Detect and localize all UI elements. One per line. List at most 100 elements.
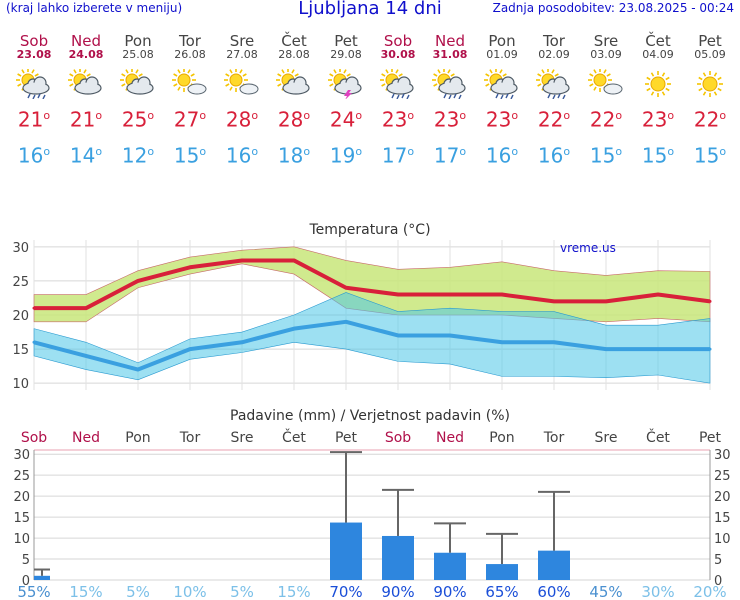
data-point (604, 299, 608, 303)
y-tick-label-right: 10 (714, 532, 731, 547)
max-temperature: 27o (173, 107, 207, 132)
data-point (136, 279, 140, 283)
min-temperature: 15o (693, 143, 727, 168)
tmin-line (33, 319, 710, 372)
day-name: Pon (124, 32, 152, 50)
max-temperature: 23o (485, 107, 519, 132)
min-temperature: 17o (433, 143, 467, 168)
data-point (500, 293, 504, 297)
sun-small-cloud-icon (588, 69, 623, 95)
max-temperature: 22o (537, 107, 571, 132)
precipitation-probability: 30% (641, 583, 674, 600)
tmax-line (34, 258, 711, 311)
day-date: 26.08 (174, 48, 206, 61)
day-name: Čet (645, 32, 671, 50)
day-label: Sre (231, 430, 254, 446)
day-name: Pon (488, 32, 516, 50)
sun-cloud-rain-icon (432, 69, 466, 99)
precipitation-probability: 45% (589, 583, 622, 600)
day-label: Tor (179, 430, 201, 446)
day-name: Tor (179, 32, 201, 50)
y-tick-label: 15 (13, 511, 30, 526)
day-name: Pet (698, 32, 722, 50)
data-point (656, 347, 660, 351)
data-point (292, 327, 296, 331)
data-point (448, 293, 452, 297)
forecast-day: Sob 30.08 23o 17o (372, 33, 424, 166)
forecast-day: Tor 02.09 22o 16o (528, 33, 580, 166)
day-label: Ned (72, 430, 100, 446)
data-point (708, 299, 712, 303)
precipitation-bar (434, 552, 466, 580)
data-point (136, 368, 140, 372)
data-point (604, 347, 608, 351)
max-temperature: 28o (277, 107, 311, 132)
min-temperature: 12o (121, 143, 155, 168)
forecast-day: Tor 26.08 27o 15o (164, 33, 216, 166)
y-tick-label-right: 0 (714, 574, 722, 589)
day-date: 05.09 (694, 48, 726, 61)
min-temperature: 15o (173, 143, 207, 168)
day-date: 03.09 (590, 48, 622, 61)
y-tick-label-right: 25 (714, 469, 731, 484)
data-point (552, 299, 556, 303)
max-temperature: 22o (589, 107, 623, 132)
y-tick-label: 15 (12, 343, 29, 358)
sun-cloud-thunder-icon (328, 69, 362, 99)
data-point (292, 258, 296, 262)
precipitation-probability: 5% (126, 583, 150, 600)
y-tick-label: 10 (12, 377, 29, 392)
data-point (396, 333, 400, 337)
sun-cloud-icon (68, 69, 102, 95)
sun-cloud-rain-icon (16, 69, 50, 99)
day-label: Sre (595, 430, 618, 446)
precipitation-probability: 65% (485, 583, 518, 600)
data-point (708, 347, 712, 351)
precipitation-probability: 20% (693, 583, 726, 600)
data-point (344, 320, 348, 324)
page-title: Ljubljana 14 dni (298, 0, 442, 19)
sun-cloud-rain-icon (380, 69, 414, 99)
day-name: Sre (593, 32, 619, 50)
day-date: 24.08 (68, 48, 104, 61)
day-date: 28.08 (278, 48, 310, 61)
day-name: Sre (229, 32, 255, 50)
sun-icon (645, 71, 671, 97)
data-point (448, 333, 452, 337)
y-tick-label-right: 5 (714, 553, 722, 568)
min-temperature: 16o (17, 143, 51, 168)
precipitation-probability: 70% (329, 583, 362, 600)
day-date: 01.09 (486, 48, 518, 61)
precipitation-bar (34, 575, 50, 580)
data-point (396, 293, 400, 297)
day-label: Sob (385, 430, 411, 446)
day-label: Ned (436, 430, 464, 446)
min-temperature: 18o (277, 143, 311, 168)
min-temperature: 16o (537, 143, 571, 168)
day-label: Tor (543, 430, 565, 446)
forecast-day: Sre 03.09 22o 15o (580, 33, 632, 166)
y-tick-label-right: 20 (714, 490, 731, 505)
max-temperature: 21o (17, 107, 51, 132)
y-tick-label: 20 (13, 490, 30, 505)
y-tick-label: 0 (22, 574, 30, 589)
y-tick-label-right: 15 (714, 511, 731, 526)
day-label: Pon (489, 430, 514, 446)
y-tick-label: 10 (13, 532, 30, 547)
day-date: 30.08 (380, 48, 416, 61)
precipitation-probability: 10% (173, 583, 206, 600)
y-tick-label: 25 (13, 469, 30, 484)
data-point (552, 340, 556, 344)
day-date: 23.08 (16, 48, 52, 61)
last-update: Zadnja posodobitev: 23.08.2025 - 00:24 (492, 1, 734, 15)
data-point (656, 293, 660, 297)
temperature-chart-title: Temperatura (°C) (308, 222, 430, 238)
daily-forecast: Sob 23.08 21o 16o Ned 24.08 21o 14o Pon 25.08 25o 1… (0, 33, 740, 173)
day-label: Čet (646, 428, 670, 446)
precipitation-bar (382, 535, 414, 580)
precipitation-probability: 15% (69, 583, 102, 600)
sun-small-cloud-icon (224, 69, 259, 95)
day-name: Čet (281, 32, 307, 50)
day-date: 27.08 (226, 48, 258, 61)
forecast-day: Čet 04.09 23o 15o (632, 33, 684, 166)
